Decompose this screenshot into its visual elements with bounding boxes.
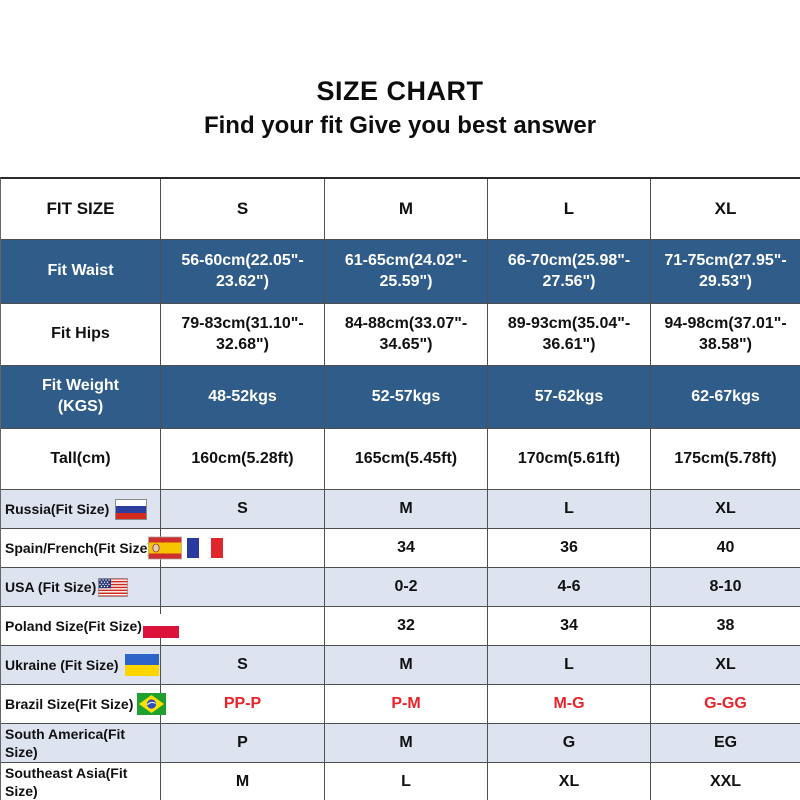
header-cell-s: S — [161, 179, 325, 240]
poland-flag-icon — [143, 614, 179, 638]
ukraine-flag-icon — [124, 654, 159, 676]
size-cell: 38 — [651, 607, 800, 646]
size-cell: G — [488, 724, 651, 763]
size-cell: L — [488, 646, 651, 685]
row-label-south-america: South America(Fit Size) — [1, 724, 161, 763]
size-cell: 34 — [325, 529, 488, 568]
size-cell: 57-62kgs — [488, 366, 651, 429]
page-title: SIZE CHART — [316, 76, 484, 106]
size-cell: 94-98cm(37.01"- 38.58") — [651, 304, 800, 366]
spain-flag-icon — [148, 536, 182, 560]
size-cell: 79-83cm(31.10"- 32.68") — [161, 304, 325, 366]
row-label-text: Russia(Fit Size) — [5, 500, 110, 517]
row-label-spain-french: Spain/French(Fit Size) — [1, 529, 223, 568]
row-label-southeast-asia: Southeast Asia(Fit Size) — [1, 763, 161, 800]
row-label-text: South America(Fit Size) — [5, 725, 126, 760]
usa-flag-icon — [98, 577, 129, 597]
size-cell: 40 — [651, 529, 800, 568]
size-cell: EG — [651, 724, 800, 763]
size-cell — [161, 568, 325, 607]
row-label-text: Ukraine (Fit Size) — [5, 656, 119, 673]
size-cell: S — [161, 646, 325, 685]
size-cell: 62-67kgs — [651, 366, 800, 429]
size-cell: 56-60cm(22.05"- 23.62") — [161, 240, 325, 304]
size-cell: 84-88cm(33.07"- 34.65") — [325, 304, 488, 366]
size-cell — [161, 529, 325, 568]
size-cell: XL — [488, 763, 651, 800]
size-cell — [161, 607, 325, 646]
size-cell: 8-10 — [651, 568, 800, 607]
size-cell: 32 — [325, 607, 488, 646]
row-label-ukraine: Ukraine (Fit Size) — [1, 646, 161, 685]
size-cell: 52-57kgs — [325, 366, 488, 429]
header-cell-l: L — [488, 179, 651, 240]
row-label-text: Spain/French(Fit Size) — [5, 539, 153, 556]
size-cell: 36 — [488, 529, 651, 568]
row-label-text: Brazil Size(Fit Size) — [5, 695, 134, 712]
size-table: FIT SIZE S M L XL Fit Waist 56-60cm(22.0… — [0, 177, 800, 800]
size-cell: 61-65cm(24.02"- 25.59") — [325, 240, 488, 304]
size-cell: 89-93cm(35.04"- 36.61") — [488, 304, 651, 366]
size-cell: 0-2 — [325, 568, 488, 607]
size-cell: 66-70cm(25.98"- 27.56") — [488, 240, 651, 304]
size-cell: 48-52kgs — [161, 366, 325, 429]
size-cell: L — [488, 490, 651, 529]
size-cell: P-M — [325, 685, 488, 724]
size-cell: M — [325, 646, 488, 685]
size-cell: XXL — [651, 763, 800, 800]
row-label-text: USA (Fit Size) — [5, 578, 97, 595]
row-label-tall: Tall(cm) — [1, 429, 161, 490]
size-cell: 170cm(5.61ft) — [488, 429, 651, 490]
row-label-text: Southeast Asia(Fit Size) — [5, 764, 128, 799]
header-cell-m: M — [325, 179, 488, 240]
row-label-text: Poland Size(Fit Size) — [5, 617, 142, 634]
size-cell: XL — [651, 490, 800, 529]
page-subtitle: Find your fit Give you best answer — [203, 112, 597, 139]
row-label-fit-weight: Fit Weight (KGS) — [1, 366, 161, 429]
header-cell-xl: XL — [651, 179, 800, 240]
size-cell: 175cm(5.78ft) — [651, 429, 800, 490]
size-cell: L — [325, 763, 488, 800]
row-label-fit-waist: Fit Waist — [1, 240, 161, 304]
france-flag-icon — [187, 538, 223, 558]
row-label-fit-hips: Fit Hips — [1, 304, 161, 366]
size-cell: S — [161, 490, 325, 529]
size-cell: 34 — [488, 607, 651, 646]
row-label-usa: USA (Fit Size) — [1, 568, 161, 607]
row-label-brazil: Brazil Size(Fit Size) — [1, 685, 167, 724]
size-cell: XL — [651, 646, 800, 685]
size-cell: M — [325, 490, 488, 529]
russia-flag-icon — [115, 498, 148, 520]
row-label-poland: Poland Size(Fit Size) — [1, 607, 179, 646]
size-cell: G-GG — [651, 685, 800, 724]
size-cell: M — [325, 724, 488, 763]
title-block: SIZE CHART Find your fit Give you best a… — [0, 76, 800, 140]
size-cell: 4-6 — [488, 568, 651, 607]
size-cell: 71-75cm(27.95"- 29.53") — [651, 240, 800, 304]
size-cell: P — [161, 724, 325, 763]
header-cell-fit-size: FIT SIZE — [1, 179, 161, 240]
size-cell: PP-P — [161, 685, 325, 724]
size-cell: M-G — [488, 685, 651, 724]
size-cell: 160cm(5.28ft) — [161, 429, 325, 490]
size-cell: M — [161, 763, 325, 800]
brazil-flag-icon — [137, 693, 167, 715]
row-label-russia: Russia(Fit Size) — [1, 490, 161, 529]
size-cell: 165cm(5.45ft) — [325, 429, 488, 490]
